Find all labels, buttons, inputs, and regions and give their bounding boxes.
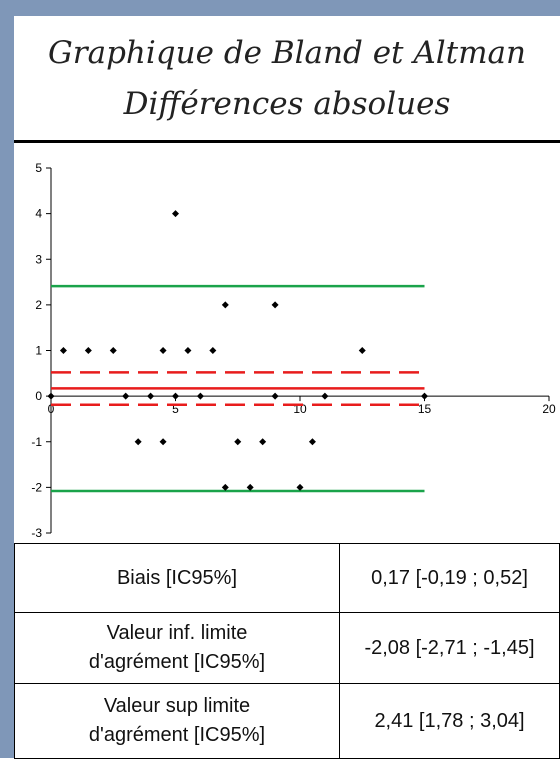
data-point [271,301,279,309]
y-tick-label: 2 [35,298,42,312]
data-point [308,438,316,446]
data-point [358,347,366,354]
data-point [259,438,267,446]
data-point [421,392,428,400]
data-point [59,347,67,354]
stats-label-bias: Biais [IC95%] [14,543,340,613]
stats-label-line: d'agrément [IC95%] [88,724,266,746]
x-tick-label: 15 [418,402,432,416]
data-point [246,483,254,491]
data-point [84,347,92,354]
data-point [196,392,204,400]
data-point [122,392,130,400]
data-point [172,210,179,218]
stats-label-lower-limit: Valeur inf. limite d'agrément [IC95%] [14,612,340,684]
stats-value-bias: 0,17 [-0,19 ; 0,52] [339,543,560,613]
frame-top-border [0,0,560,16]
data-point [184,347,192,354]
stats-row-upper-limit: Valeur sup limite d'agrément [IC95%] 2,41… [14,683,560,759]
data-point [209,347,217,354]
y-tick-label: 3 [35,252,42,266]
data-point [159,347,167,354]
stats-label-line: Valeur sup limite [103,695,251,717]
data-point [234,438,242,446]
y-tick-label: -2 [31,480,42,494]
y-tick-label: -3 [31,526,42,540]
x-tick-label: 5 [172,402,179,416]
data-point [221,483,229,491]
plot-area: -3 -2 -1 0 1 2 3 4 5 0 5 10 15 20 [14,143,560,543]
data-point [271,392,279,400]
data-point [172,392,179,400]
chart-subtitle: Différences absolues [123,86,451,122]
data-point [147,392,155,400]
x-tick-label: 20 [542,402,556,416]
stats-value-lower-limit: -2,08 [-2,71 ; -1,45] [339,612,560,684]
stats-label-line: Valeur inf. limite [106,622,248,644]
data-point [109,347,117,354]
x-tick-label: 0 [48,402,55,416]
y-tick-label: -1 [31,435,42,449]
y-tick-label: 5 [35,161,42,175]
stats-label-line: d'agrément [IC95%] [88,651,266,673]
data-point [321,392,329,400]
data-point [159,438,167,446]
stats-row-lower-limit: Valeur inf. limite d'agrément [IC95%] -2,… [14,612,560,684]
stats-row-bias: Biais [IC95%] 0,17 [-0,19 ; 0,52] [14,543,560,613]
chart-title-box: Graphique de Bland et Altman Différences… [14,16,560,140]
chart-title: Graphique de Bland et Altman [48,35,526,71]
data-point [221,301,229,309]
y-tick-label: 4 [35,207,42,221]
stats-label-upper-limit: Valeur sup limite d'agrément [IC95%] [14,683,340,759]
title-divider [14,140,560,143]
data-point [134,438,142,446]
stats-label-line: Biais [IC95%] [116,566,238,589]
y-tick-label: 0 [35,389,42,403]
data-point [296,483,304,491]
stats-value-upper-limit: 2,41 [1,78 ; 3,04] [339,683,560,759]
stats-table: Biais [IC95%] 0,17 [-0,19 ; 0,52] Valeur… [14,543,560,759]
data-point [47,392,55,400]
y-tick-label: 1 [35,344,42,358]
frame-left-border [0,0,14,758]
